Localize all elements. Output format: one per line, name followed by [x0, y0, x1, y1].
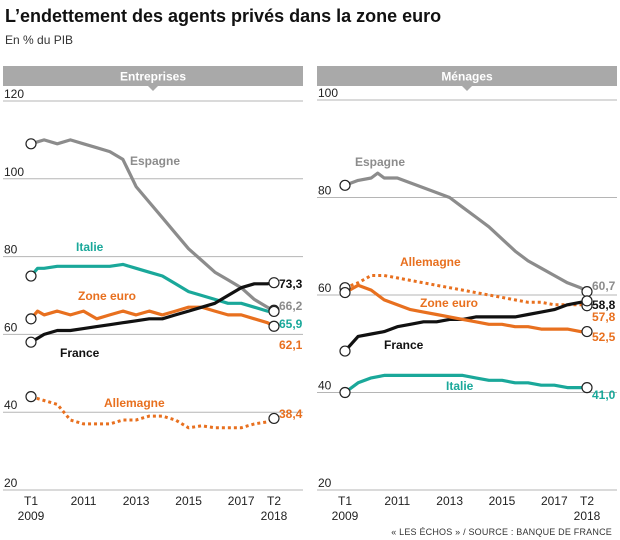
- chart-subtitle: En % du PIB: [5, 33, 74, 47]
- panel-header: [317, 66, 617, 86]
- end-value-label: 73,3: [279, 277, 303, 291]
- series-line-zone-euro: [343, 283, 589, 334]
- x-tick-label: 2013: [123, 494, 150, 508]
- end-value-label: 52,5: [592, 330, 616, 344]
- end-value-label: 57,8: [592, 310, 616, 324]
- end-value-label: 38,4: [279, 407, 303, 421]
- x-tick-label: T1: [338, 494, 352, 508]
- series-line-italie: [29, 262, 276, 313]
- point-marker: [25, 313, 37, 325]
- point-marker: [339, 345, 351, 357]
- y-tick-label: 40: [318, 379, 332, 393]
- series-label: Zone euro: [78, 289, 136, 303]
- point-marker: [268, 412, 280, 425]
- point-marker: [25, 138, 37, 150]
- point-marker: [25, 336, 37, 348]
- x-tick-label: 2015: [489, 494, 516, 508]
- end-value-label: 62,1: [279, 338, 303, 352]
- point-marker: [581, 285, 593, 298]
- end-value-label: 66,2: [279, 299, 303, 313]
- series-label: France: [60, 346, 100, 360]
- x-tick-label: T2: [267, 494, 281, 508]
- end-value-label: 58,8: [592, 298, 616, 312]
- y-tick-label: 20: [4, 476, 18, 490]
- series-line-france: [343, 299, 589, 353]
- series-label: Allemagne: [104, 396, 165, 410]
- x-tick-label: 2013: [436, 494, 463, 508]
- y-tick-label: 60: [318, 281, 332, 295]
- end-value-label: 65,9: [279, 317, 303, 331]
- x-tick-label: 2017: [228, 494, 255, 508]
- x-tick-label: 2009: [332, 509, 359, 523]
- point-marker: [581, 325, 593, 338]
- series-label: Italie: [76, 240, 104, 254]
- series-line-allemagne: [344, 274, 588, 308]
- chart-title: L’endettement des agents privés dans la …: [5, 6, 442, 26]
- x-tick-label: 2009: [18, 509, 45, 523]
- series-label: Zone euro: [420, 296, 478, 310]
- point-marker: [25, 391, 37, 403]
- point-marker: [339, 286, 351, 299]
- x-tick-label: T2: [580, 494, 594, 508]
- panel-title: Entreprises: [120, 70, 186, 84]
- y-tick-label: 60: [4, 320, 18, 334]
- end-value-label: 60,7: [592, 279, 616, 293]
- y-tick-label: 40: [4, 398, 18, 412]
- point-marker: [581, 295, 593, 307]
- point-marker: [268, 277, 280, 289]
- y-tick-label: 80: [318, 184, 332, 198]
- x-tick-label: 2018: [261, 509, 288, 523]
- point-marker: [339, 386, 351, 399]
- series-line-allemagne: [30, 395, 275, 430]
- x-tick-label: 2011: [384, 494, 410, 508]
- point-marker: [268, 305, 280, 318]
- end-value-label: 41,0: [592, 388, 616, 402]
- header-pointer: [148, 86, 158, 91]
- y-tick-label: 80: [4, 243, 18, 257]
- series-line-zone-euro: [29, 305, 276, 328]
- series-label: Espagne: [130, 154, 180, 168]
- series-label: Italie: [446, 379, 474, 393]
- series-line-espagne: [343, 171, 589, 294]
- x-tick-label: T1: [24, 494, 38, 508]
- panel-title: Ménages: [441, 70, 493, 84]
- x-tick-label: 2017: [541, 494, 568, 508]
- panel-header: [3, 66, 303, 86]
- series-line-italie: [343, 373, 589, 395]
- series-line-espagne: [29, 138, 276, 312]
- y-tick-label: 20: [318, 476, 332, 490]
- point-marker: [581, 382, 593, 394]
- x-tick-label: 2018: [574, 509, 601, 523]
- x-tick-label: 2011: [71, 494, 97, 508]
- y-tick-label: 100: [4, 165, 24, 179]
- series-label: Allemagne: [400, 255, 461, 269]
- source-note: « LES ÉCHOS » / SOURCE : BANQUE DE FRANC…: [391, 527, 612, 537]
- x-tick-label: 2015: [175, 494, 202, 508]
- series-label: France: [384, 338, 424, 352]
- header-pointer: [462, 86, 472, 91]
- point-marker: [25, 270, 37, 282]
- series-line-france: [29, 281, 276, 344]
- y-tick-label: 100: [318, 86, 338, 100]
- series-label: Espagne: [355, 155, 405, 169]
- point-marker: [268, 320, 280, 332]
- y-tick-label: 120: [4, 87, 24, 101]
- point-marker: [339, 179, 351, 191]
